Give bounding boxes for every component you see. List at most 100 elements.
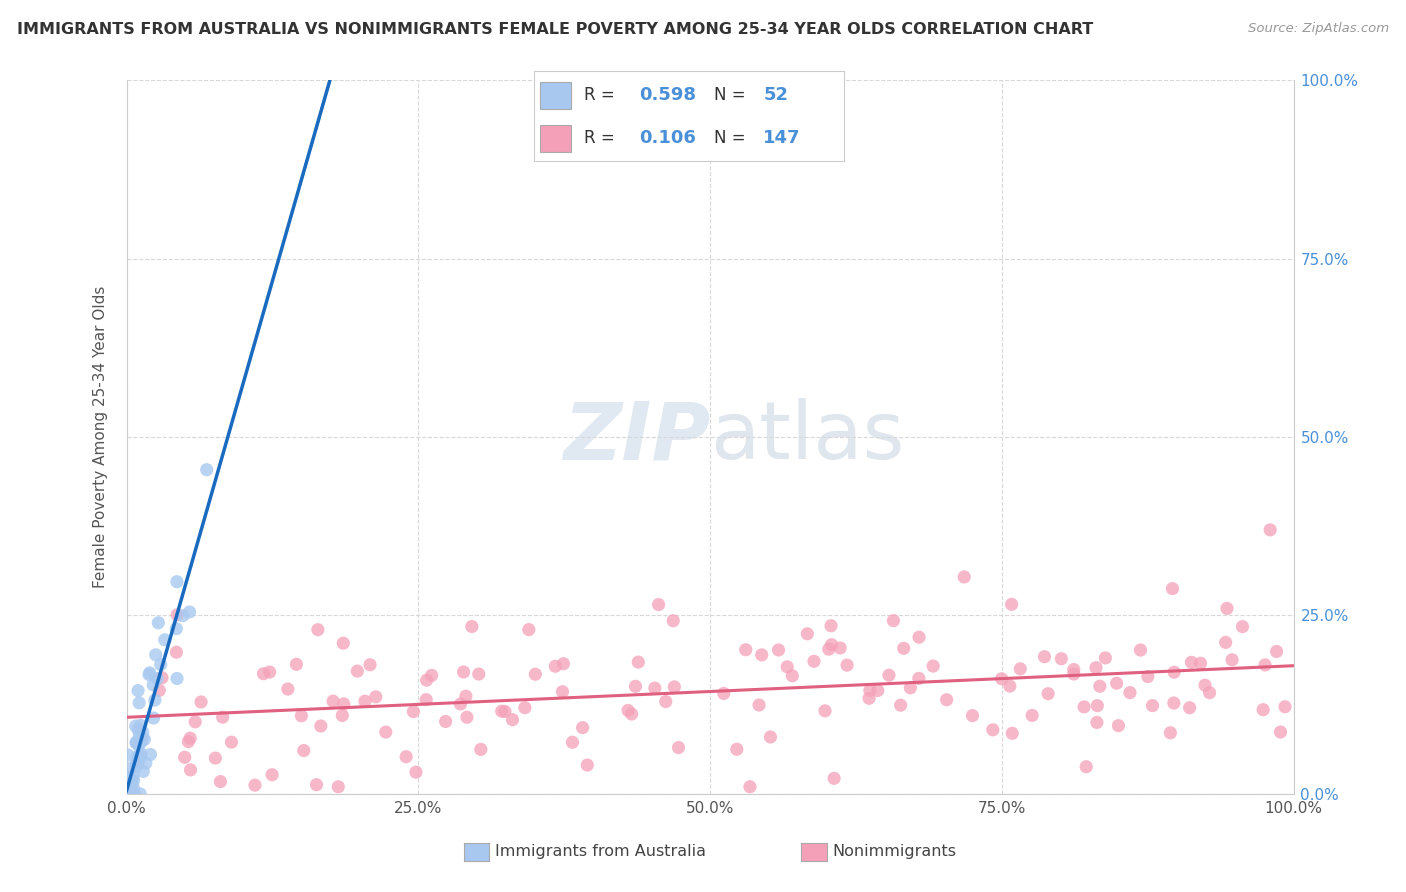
Point — [290, 708, 312, 723]
Point — [751, 648, 773, 662]
Point — [713, 686, 735, 700]
Point — [908, 630, 931, 644]
Point — [866, 683, 889, 698]
Point — [117, 774, 139, 789]
Point — [468, 667, 491, 681]
Point — [877, 668, 900, 682]
Point — [138, 667, 160, 681]
Point — [859, 683, 882, 698]
Point — [898, 681, 921, 695]
Point — [332, 636, 354, 650]
Point — [115, 787, 138, 801]
Point — [1198, 686, 1220, 700]
Point — [118, 785, 141, 799]
Point — [129, 718, 152, 732]
Point — [1161, 582, 1184, 596]
Point — [125, 759, 148, 773]
Point — [1094, 651, 1116, 665]
Point — [125, 719, 148, 733]
Text: IMMIGRANTS FROM AUSTRALIA VS NONIMMIGRANTS FEMALE POVERTY AMONG 25-34 YEAR OLDS : IMMIGRANTS FROM AUSTRALIA VS NONIMMIGRAN… — [17, 22, 1092, 37]
Text: R =: R = — [583, 129, 620, 147]
Point — [179, 605, 201, 619]
Point — [734, 642, 756, 657]
Point — [620, 706, 643, 721]
Point — [551, 684, 574, 698]
Point — [1021, 708, 1043, 723]
Point — [461, 619, 484, 633]
Point — [150, 671, 173, 685]
Point — [1001, 726, 1024, 740]
Point — [127, 749, 149, 764]
Point — [402, 705, 425, 719]
Text: ZIP: ZIP — [562, 398, 710, 476]
Point — [129, 747, 152, 761]
Point — [470, 742, 492, 756]
Point — [890, 698, 912, 713]
Point — [1232, 619, 1254, 633]
Point — [647, 598, 669, 612]
Point — [803, 654, 825, 668]
Point — [143, 693, 166, 707]
Point — [1119, 685, 1142, 699]
Point — [190, 695, 212, 709]
Point — [1180, 656, 1202, 670]
Point — [1163, 665, 1185, 680]
Point — [814, 704, 837, 718]
Point — [148, 615, 170, 630]
Point — [962, 708, 984, 723]
Point — [1220, 653, 1243, 667]
Point — [134, 732, 156, 747]
Point — [139, 747, 162, 762]
Point — [120, 787, 142, 801]
Point — [1050, 652, 1073, 666]
Point — [1251, 703, 1274, 717]
Point — [165, 645, 187, 659]
Point — [748, 698, 770, 712]
Point — [122, 773, 145, 788]
Text: R =: R = — [583, 87, 620, 104]
Point — [1010, 662, 1032, 676]
Point — [129, 735, 152, 749]
Point — [776, 660, 799, 674]
Point — [195, 463, 218, 477]
Point — [129, 787, 152, 801]
Point — [121, 772, 143, 787]
Point — [820, 619, 842, 633]
Point — [117, 747, 139, 762]
Text: Nonimmigrants: Nonimmigrants — [832, 845, 956, 859]
Point — [117, 770, 139, 784]
Point — [1178, 700, 1201, 714]
Point — [450, 697, 472, 711]
Point — [434, 714, 457, 729]
Point — [782, 669, 804, 683]
Point — [277, 682, 299, 697]
Point — [127, 683, 149, 698]
Point — [285, 657, 308, 672]
Point — [142, 711, 165, 725]
Point — [1001, 598, 1024, 612]
Point — [209, 774, 232, 789]
Point — [456, 710, 478, 724]
Point — [364, 690, 387, 704]
Point — [922, 659, 945, 673]
Point — [453, 665, 475, 679]
Point — [262, 768, 284, 782]
Point — [128, 739, 150, 753]
Point — [1085, 698, 1108, 713]
Point — [830, 640, 852, 655]
Point — [1265, 644, 1288, 658]
Text: Immigrants from Australia: Immigrants from Australia — [495, 845, 706, 859]
Point — [817, 642, 839, 657]
Point — [128, 728, 150, 742]
Point — [1085, 715, 1108, 730]
Point — [359, 657, 381, 672]
Point — [491, 704, 513, 718]
Point — [1129, 643, 1152, 657]
Point — [544, 659, 567, 673]
Point — [252, 666, 274, 681]
Point — [132, 725, 155, 739]
Point — [1194, 678, 1216, 692]
Point — [796, 627, 818, 641]
Point — [328, 780, 350, 794]
Point — [415, 673, 437, 688]
